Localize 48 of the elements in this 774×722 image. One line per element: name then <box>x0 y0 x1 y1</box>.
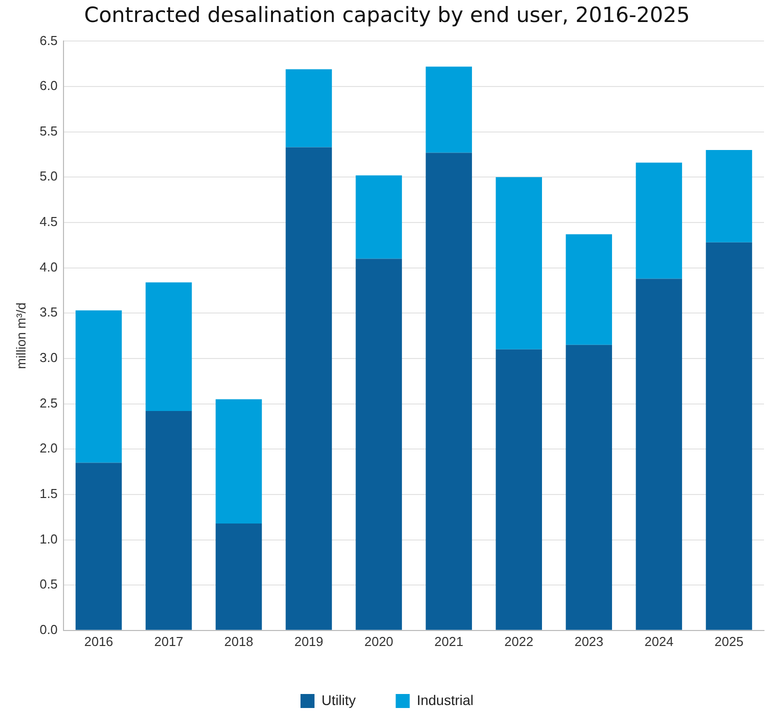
x-tick-label: 2019 <box>294 634 324 649</box>
y-tick-label: 0.5 <box>40 576 58 592</box>
bar <box>496 177 542 350</box>
legend-label: Utility <box>321 692 356 708</box>
y-tick-label: 3.0 <box>40 350 58 366</box>
bar <box>286 69 332 148</box>
bar <box>286 147 332 630</box>
bar <box>706 150 752 242</box>
y-tick-label: 6.0 <box>40 78 58 94</box>
bar <box>636 278 682 630</box>
x-tick-label: 2024 <box>644 634 674 649</box>
bar <box>76 310 122 463</box>
bar <box>356 258 402 630</box>
y-tick-label: 2.0 <box>40 440 58 456</box>
bar <box>356 175 402 259</box>
bar <box>496 349 542 630</box>
bar <box>216 523 262 630</box>
x-tick-label: 2022 <box>504 634 534 649</box>
x-tick-label: 2016 <box>84 634 114 649</box>
bar <box>216 399 262 524</box>
bar <box>426 66 472 153</box>
y-tick-label: 5.5 <box>40 123 58 138</box>
y-tick-label: 3.5 <box>40 304 58 320</box>
y-axis-title: million m³/d <box>13 302 28 370</box>
legend-label: Industrial <box>416 692 474 708</box>
y-tick-label: 4.0 <box>40 259 58 274</box>
y-tick-label: 2.5 <box>40 395 58 410</box>
bar <box>706 242 752 630</box>
x-tick-label: 2021 <box>434 634 464 649</box>
bar <box>636 162 682 279</box>
y-tick-label: 1.0 <box>40 531 58 546</box>
y-tick-label: 6.5 <box>40 32 58 48</box>
bar <box>146 411 192 630</box>
bar <box>566 234 612 345</box>
y-tick-label: 5.0 <box>40 168 58 184</box>
bar <box>566 344 612 630</box>
y-tick-label: 1.5 <box>40 486 58 502</box>
y-tick-label: 4.5 <box>40 214 58 230</box>
x-tick-label: 2017 <box>154 634 184 649</box>
bar <box>76 462 122 630</box>
bar <box>426 152 472 630</box>
chart-title: Contracted desalination capacity by end user, 2016-2025 <box>84 3 690 28</box>
x-tick-label: 2018 <box>224 634 254 649</box>
x-tick-label: 2025 <box>714 634 744 649</box>
x-tick-label: 2020 <box>364 634 394 649</box>
y-tick-label: 0.0 <box>40 622 58 637</box>
bar <box>146 282 192 412</box>
x-tick-label: 2023 <box>574 634 604 649</box>
